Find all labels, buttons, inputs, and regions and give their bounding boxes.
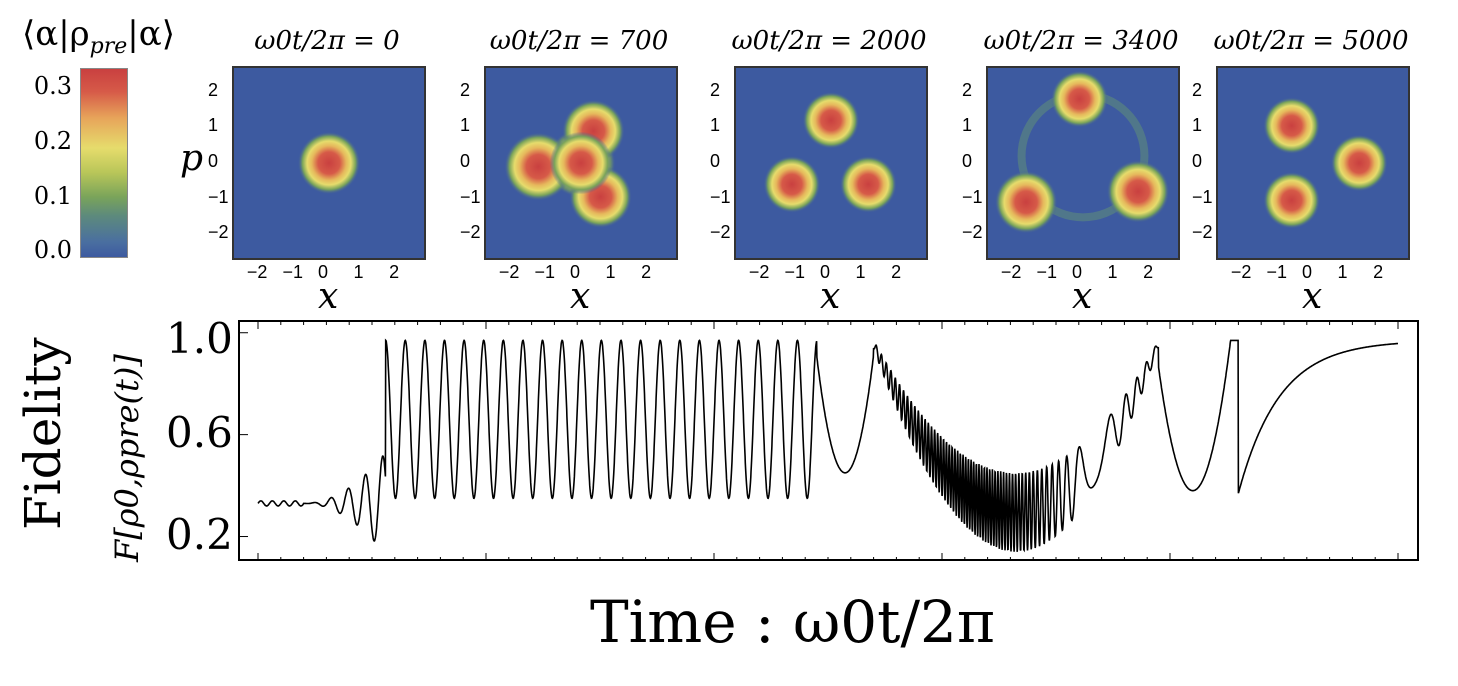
y-tick-label: 0 — [962, 151, 973, 171]
y-tick-label: −1 — [460, 186, 481, 207]
phase-space-panel — [232, 66, 426, 260]
y-tick-label: 0 — [1192, 151, 1203, 171]
x-tick-label: 1 — [1337, 262, 1348, 282]
y-axis-label-p: p — [180, 138, 204, 179]
panel-frame — [485, 67, 677, 259]
x-tick-label: −1 — [282, 262, 303, 282]
x-tick-label: 0 — [820, 262, 831, 282]
x-tick-label: −2 — [1230, 262, 1252, 282]
y-tick-label: 2 — [962, 79, 973, 100]
x-tick-label: 1 — [353, 262, 364, 282]
density-lobe — [1051, 70, 1108, 128]
y-tick-label: 0 — [208, 151, 219, 171]
density-lobe — [1263, 171, 1321, 229]
x-axis-label: x — [318, 276, 339, 317]
x-tick-label: −1 — [784, 262, 805, 282]
panel-title: ω0t/2π = 0 — [254, 26, 400, 56]
y-tick-label: 1 — [962, 115, 973, 136]
density-lobe — [549, 131, 613, 195]
density-lobe — [1106, 160, 1170, 223]
panel-title: ω0t/2π = 2000 — [731, 26, 927, 56]
x-axis-label: x — [1072, 276, 1093, 317]
x-tick-label: −1 — [1266, 262, 1287, 282]
y-tick-label: −2 — [1192, 222, 1213, 243]
x-tick-label: 2 — [389, 262, 400, 282]
x-axis-label: x — [1302, 276, 1323, 317]
y-tick-label: −2 — [962, 222, 983, 243]
y-tick-label: −2 — [710, 222, 731, 243]
x-tick-label: −1 — [1036, 262, 1057, 282]
y-tick-label: 1 — [1192, 115, 1203, 136]
density-lobe — [839, 155, 897, 213]
x-tick-label: 1 — [605, 262, 616, 282]
y-tick-label: −2 — [208, 222, 229, 243]
panel-title: ω0t/2π = 700 — [489, 26, 669, 56]
panel-frame — [1217, 67, 1409, 259]
y-tick-label: 0 — [710, 151, 721, 171]
y-axis-label-fidelity: Fidelity — [14, 337, 72, 530]
y-tick-label: 1 — [460, 115, 471, 136]
density-lobe — [1263, 97, 1321, 155]
fidelity-ytick: 1.0 — [166, 314, 233, 363]
fidelity-plot — [238, 320, 1419, 561]
x-tick-label: 2 — [641, 262, 652, 282]
x-tick-label: −2 — [498, 262, 520, 282]
x-tick-label: 2 — [1143, 262, 1154, 282]
y-tick-label: −1 — [962, 186, 983, 207]
x-tick-label: −1 — [534, 262, 555, 282]
panel-frame — [735, 67, 927, 259]
x-tick-label: 0 — [570, 262, 581, 282]
x-tick-label: 0 — [1302, 262, 1313, 282]
x-tick-label: 1 — [1107, 262, 1118, 282]
colorbar — [80, 68, 128, 258]
x-tick-label: −2 — [246, 262, 268, 282]
colorbar-tick: 0.3 — [33, 72, 72, 100]
y-tick-label: 2 — [460, 79, 471, 100]
x-tick-label: 0 — [1072, 262, 1083, 282]
x-tick-label: −2 — [748, 262, 770, 282]
phase-space-panel — [484, 66, 678, 260]
panel-frame — [233, 67, 425, 259]
panel-title: ω0t/2π = 5000 — [1213, 26, 1409, 56]
x-tick-label: 2 — [1373, 262, 1384, 282]
y-tick-label: 2 — [1192, 79, 1203, 100]
density-lobe — [763, 155, 821, 213]
phase-space-panel — [986, 66, 1180, 260]
colorbar-tick: 0.0 — [33, 236, 72, 264]
y-tick-label: −1 — [710, 186, 731, 207]
fidelity-ytick: 0.2 — [166, 510, 233, 559]
y-tick-label: 1 — [710, 115, 721, 136]
y-tick-label: 2 — [208, 79, 219, 100]
colorbar-tick: 0.1 — [33, 182, 72, 210]
y-tick-label: 2 — [710, 79, 721, 100]
colorbar-tick: 0.2 — [33, 127, 72, 155]
phase-space-panel — [1216, 66, 1410, 260]
y-tick-label: 0 — [460, 151, 471, 171]
x-tick-label: 2 — [891, 262, 902, 282]
y-tick-label: −1 — [208, 186, 229, 207]
panel-title: ω0t/2π = 3400 — [983, 26, 1179, 56]
density-lobe — [802, 91, 860, 149]
x-axis-label: x — [820, 276, 841, 317]
fidelity-series-line — [257, 338, 1398, 553]
x-tick-label: 1 — [855, 262, 866, 282]
y-tick-label: 1 — [208, 115, 219, 136]
fidelity-ticks — [239, 321, 1399, 561]
colorbar-title: ⟨α|ρpre|α⟩ — [22, 14, 175, 59]
x-axis-label: x — [570, 276, 591, 317]
x-tick-label: −2 — [1000, 262, 1022, 282]
panel-frame — [987, 67, 1179, 259]
density-lobe — [1330, 134, 1388, 192]
density-lobe — [297, 131, 361, 195]
phase-space-panel — [734, 66, 928, 260]
y-tick-label: −2 — [460, 222, 481, 243]
fidelity-ytick: 0.6 — [166, 408, 233, 457]
fidelity-plot-frame — [238, 320, 1419, 561]
y-axis-label-formula: F[ρ0,ρpre(t)] — [108, 354, 146, 562]
y-tick-label: −1 — [1192, 186, 1213, 207]
x-tick-label: 0 — [318, 262, 329, 282]
density-lobe — [994, 170, 1058, 234]
x-axis-label-time: Time : ω0t/2π — [590, 588, 996, 656]
